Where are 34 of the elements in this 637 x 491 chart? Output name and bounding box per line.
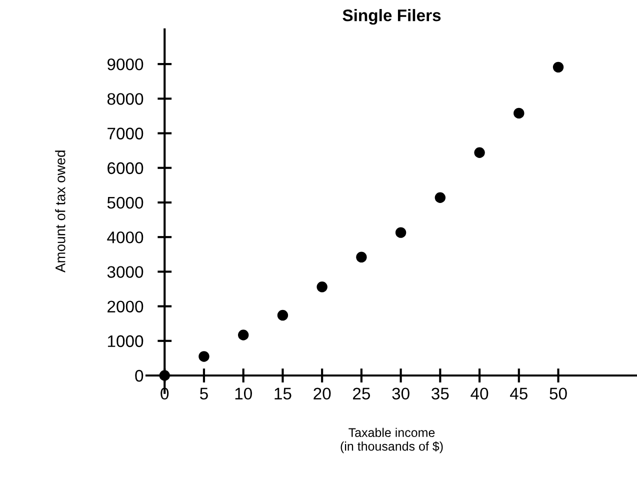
y-axis-title: Amount of tax owed (55, 150, 66, 272)
y-tick-label: 7000 (108, 128, 144, 140)
chart-title: Single Filers (342, 9, 441, 25)
y-tick-label: 4000 (107, 231, 144, 244)
x-tick-label: 10 (235, 388, 252, 400)
y-tick-label: 8000 (107, 93, 144, 105)
y-tick-label: 1000 (108, 335, 144, 348)
point (238, 330, 249, 340)
x-tick-label: 25 (353, 388, 370, 400)
x-tick-label: 50 (550, 388, 567, 400)
x-tick-label: 0 (160, 388, 169, 400)
x-tick-label: 5 (200, 388, 208, 400)
x-tick-label: 30 (392, 388, 410, 400)
y-tick-label: 3000 (107, 266, 144, 278)
point (198, 351, 210, 362)
point (395, 227, 406, 238)
point (316, 282, 328, 292)
x-tick-label: 15 (274, 388, 292, 400)
point (514, 108, 524, 119)
y-tick-label: 6000 (108, 162, 144, 174)
x-tick-label: 45 (510, 388, 528, 400)
y-tick-label: 5000 (107, 196, 144, 209)
point (277, 310, 288, 321)
y-tick-label: 0 (135, 370, 144, 382)
y-tick-label: 2000 (108, 300, 144, 312)
y-tick-label: 9000 (107, 58, 144, 70)
point (552, 62, 564, 73)
x-tick-label: 35 (432, 388, 449, 400)
x-axis-title: Taxable income (in thousands of $) (340, 428, 443, 454)
x-tick-label: 40 (470, 388, 488, 400)
point (356, 252, 367, 263)
point (474, 147, 485, 158)
x-tick-label: 20 (314, 388, 331, 400)
point (434, 192, 446, 203)
